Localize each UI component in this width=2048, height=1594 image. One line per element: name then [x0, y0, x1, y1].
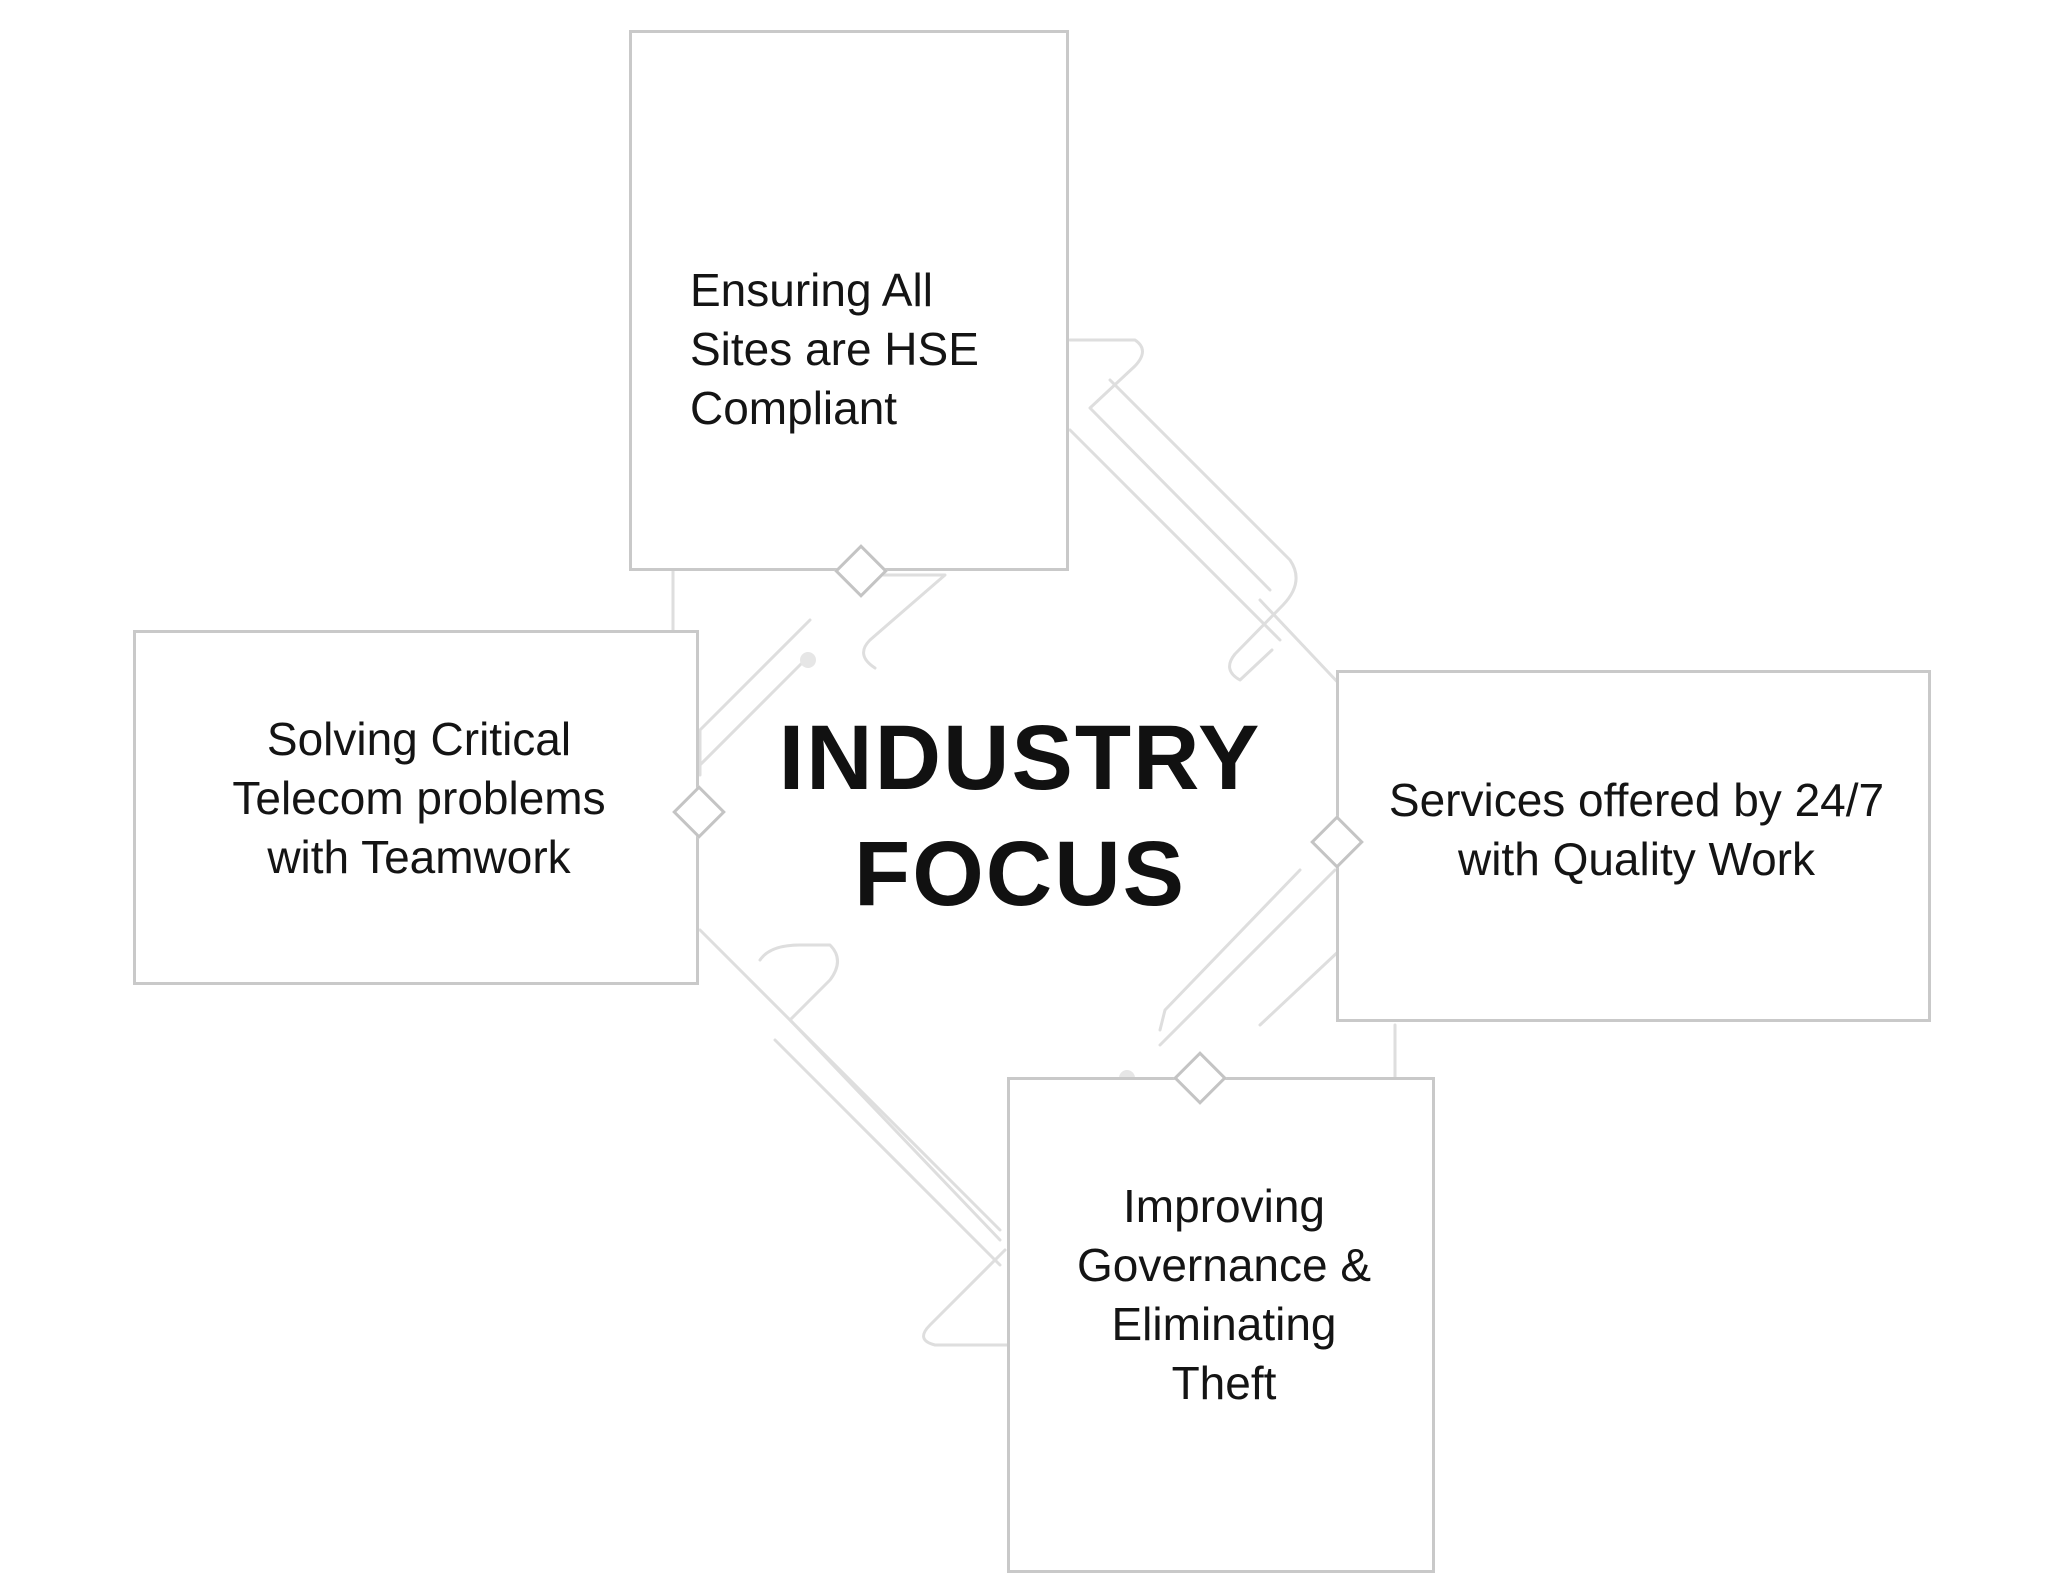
connector-line	[1068, 428, 1282, 642]
connector-line	[698, 928, 1002, 1232]
card-top-text: Ensuring All Sites are HSE Compliant	[690, 264, 979, 434]
card-top: Ensuring All Sites are HSE Compliant	[629, 30, 1069, 571]
card-left: Solving Critical Telecom problems with T…	[133, 630, 699, 985]
connector-line	[698, 618, 812, 777]
connector-line	[858, 573, 947, 670]
connector-dot	[800, 652, 816, 668]
connector-line	[1258, 598, 1347, 692]
connector-line	[1258, 948, 1342, 1027]
center-title-line2: FOCUS	[854, 823, 1186, 925]
center-title: INDUSTRY FOCUS	[700, 700, 1340, 932]
connector-line	[1158, 868, 1337, 1047]
connector-line	[922, 1248, 1012, 1347]
card-right-text: Services offered by 24/7 with Quality Wo…	[1388, 774, 1885, 885]
connector-line	[1158, 868, 1302, 1032]
card-right: Services offered by 24/7 with Quality Wo…	[1336, 670, 1931, 1022]
connector-line	[773, 1038, 1002, 1267]
connector-line	[758, 943, 1002, 1242]
connector-line	[698, 658, 807, 767]
connector-line	[1108, 378, 1298, 682]
card-bottom: Improving Governance & Eliminating Theft	[1007, 1077, 1435, 1573]
card-left-text: Solving Critical Telecom problems with T…	[232, 713, 606, 883]
center-title-line1: INDUSTRY	[778, 707, 1262, 809]
card-bottom-text: Improving Governance & Eliminating Theft	[1076, 1180, 1372, 1409]
connector-line	[1068, 338, 1272, 592]
